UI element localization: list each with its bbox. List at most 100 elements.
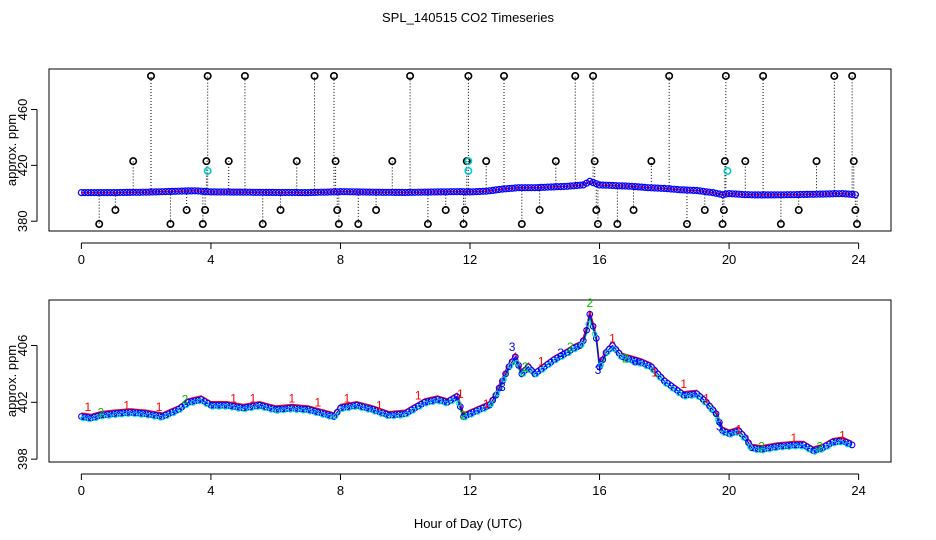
- outlier-point: [310, 71, 319, 80]
- digit-marker: 1: [156, 400, 163, 414]
- bottom-baseline-point-alt: [494, 390, 501, 397]
- top-outlier-lines: [98, 75, 858, 225]
- bottom-x-tick-label: 4: [207, 483, 214, 498]
- top-x-tick-label: 24: [851, 252, 865, 267]
- bottom-baseline-point-alt: [598, 362, 605, 368]
- top-baseline-point: [718, 191, 727, 199]
- bottom-baseline-point-alt: [676, 390, 682, 397]
- top-baseline-point: [705, 188, 714, 196]
- bottom-x-tick-label: 24: [851, 483, 865, 498]
- bottom-baseline-point-alt: [319, 412, 326, 418]
- digit-marker: 1: [839, 428, 846, 442]
- top-y-axis: 380 420 460: [15, 99, 38, 232]
- bottom-baseline-point-alt: [611, 346, 617, 353]
- bottom-baseline-point-alt: [119, 411, 125, 418]
- bottom-baseline-point-alt: [643, 363, 650, 370]
- outlier-point: [329, 71, 338, 80]
- outlier-point: [535, 206, 544, 215]
- outlier-point: [459, 220, 468, 229]
- top-outlier-points: [95, 71, 861, 229]
- outlier-point: [388, 157, 397, 166]
- bottom-baseline-point-alt: [378, 411, 384, 417]
- digit-marker: 1: [85, 400, 92, 414]
- bottom-baseline-point-alt: [306, 408, 313, 415]
- digit-marker: 3: [499, 380, 506, 394]
- outlier-point: [331, 157, 340, 166]
- bottom-baseline-point: [133, 409, 140, 417]
- top-flagged-points: [203, 157, 732, 175]
- bottom-baseline-point-alt: [507, 363, 514, 369]
- bottom-baseline-point-alt: [261, 405, 268, 412]
- top-x-tick-label: 8: [337, 252, 344, 267]
- digit-marker: 2: [97, 406, 104, 420]
- bottom-baseline-point-alt: [313, 410, 320, 417]
- digit-marker: 1: [483, 397, 490, 411]
- bottom-baseline-point-alt: [831, 440, 838, 447]
- top-y-axis-title: approx. ppm: [4, 114, 19, 186]
- bottom-baseline-point-alt: [812, 449, 818, 455]
- digit-marker: 1: [791, 431, 798, 445]
- bottom-baseline-point-alt: [222, 404, 229, 410]
- digit-marker: 3: [716, 420, 723, 434]
- bottom-baseline-point: [741, 434, 749, 442]
- bottom-baseline-point-alt: [818, 447, 825, 453]
- flagged-point: [203, 166, 212, 175]
- bottom-baseline-point-alt: [216, 404, 222, 410]
- top-y-tick-label: 380: [15, 210, 30, 232]
- outlier-point: [182, 206, 191, 215]
- bottom-plot-frame: [48, 299, 892, 463]
- bottom-baseline-point-alt: [93, 415, 99, 422]
- outlier-point: [198, 220, 207, 229]
- bottom-x-tick-label: 0: [78, 483, 85, 498]
- bottom-baseline-point-alt: [410, 407, 417, 414]
- outlier-point: [647, 157, 656, 166]
- outlier-point: [202, 157, 211, 166]
- outlier-point: [517, 220, 526, 229]
- bottom-baseline-point: [706, 402, 713, 410]
- outlier-point: [719, 206, 728, 215]
- outlier-point: [629, 206, 638, 215]
- bottom-baseline-point-alt: [267, 406, 274, 413]
- digit-marker: 2: [758, 440, 765, 454]
- outlier-point: [292, 157, 301, 166]
- bottom-baseline-point: [784, 442, 791, 449]
- digit-marker: 3: [595, 363, 602, 377]
- outlier-point: [852, 220, 861, 229]
- bottom-series-baseline: [78, 310, 856, 455]
- outlier-point: [613, 220, 622, 229]
- outlier-point: [665, 71, 674, 80]
- bottom-baseline-point: [333, 408, 341, 416]
- bottom-baseline-point: [612, 345, 620, 353]
- bottom-baseline-point-alt: [695, 394, 702, 400]
- bottom-x-tick-label: 8: [337, 483, 344, 498]
- outlier-point: [830, 71, 839, 80]
- outlier-point: [201, 206, 210, 215]
- digit-marker: 2: [622, 352, 629, 366]
- top-y-tick-label: 460: [15, 99, 30, 121]
- bottom-baseline-point-alt: [86, 416, 93, 423]
- bottom-baseline-point: [586, 310, 594, 318]
- bottom-baseline-point-alt: [287, 406, 294, 413]
- bottom-baseline-point: [528, 366, 535, 374]
- bottom-baseline-point-alt: [436, 398, 443, 405]
- bottom-baseline-point-alt: [274, 408, 281, 414]
- bottom-baseline-point-alt: [196, 398, 203, 405]
- top-x-tick-label: 20: [722, 252, 736, 267]
- bottom-y-tick-label: 406: [15, 335, 30, 357]
- bottom-baseline-point-alt: [429, 399, 436, 406]
- outlier-point: [812, 157, 821, 166]
- bottom-baseline-point-alt: [358, 405, 365, 412]
- bottom-baseline-point-alt: [501, 376, 507, 383]
- bottom-baseline-point-alt: [682, 393, 689, 400]
- digit-marker: 1: [457, 387, 464, 401]
- bottom-baseline-point-alt: [475, 408, 482, 415]
- bottom-baseline-point-alt: [773, 445, 779, 452]
- outlier-point: [224, 157, 233, 166]
- bottom-baseline-point-alt: [397, 412, 404, 419]
- flagged-point: [464, 166, 473, 175]
- outlier-point: [441, 206, 450, 215]
- outlier-point: [592, 206, 601, 215]
- top-x-tick-label: 0: [78, 252, 85, 267]
- bottom-baseline-point-alt: [766, 446, 773, 453]
